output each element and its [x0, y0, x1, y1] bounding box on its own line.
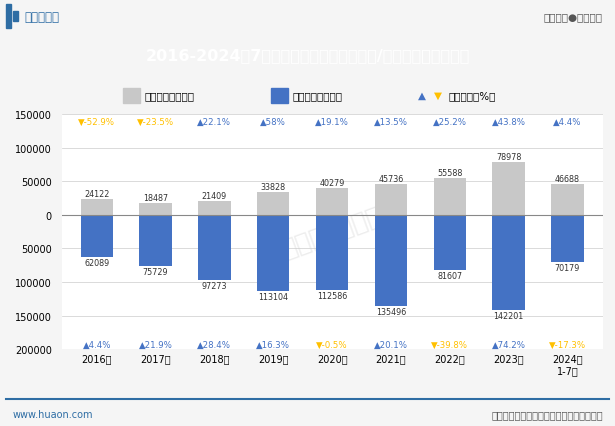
Text: 资料来源：中国海关，华经产业研究院整理: 资料来源：中国海关，华经产业研究院整理: [491, 409, 603, 419]
Text: ▲13.5%: ▲13.5%: [374, 118, 408, 127]
Bar: [375, 185, 407, 216]
Bar: [198, 216, 231, 281]
Bar: [140, 203, 172, 216]
Text: 55588: 55588: [437, 168, 462, 177]
Text: 70179: 70179: [555, 263, 580, 272]
Text: ▼-23.5%: ▼-23.5%: [137, 118, 174, 127]
Text: ▲20.1%: ▲20.1%: [374, 340, 408, 349]
Text: ▲16.3%: ▲16.3%: [256, 340, 290, 349]
Text: 21409: 21409: [202, 191, 227, 200]
Text: 113104: 113104: [258, 292, 288, 301]
Text: 出口额（万美元）: 出口额（万美元）: [145, 91, 194, 101]
Text: 97273: 97273: [202, 282, 227, 291]
Text: ▼: ▼: [434, 91, 442, 101]
Text: 46688: 46688: [555, 174, 580, 183]
Bar: [316, 188, 348, 216]
Text: 135496: 135496: [376, 307, 406, 316]
Bar: [140, 216, 172, 266]
Text: ▲43.8%: ▲43.8%: [491, 118, 526, 127]
Text: ▲4.4%: ▲4.4%: [553, 118, 582, 127]
Bar: [123, 88, 140, 103]
Bar: [6, 5, 11, 29]
Text: 78978: 78978: [496, 153, 522, 161]
Text: 112586: 112586: [317, 292, 347, 301]
Text: ▲4.4%: ▲4.4%: [82, 340, 111, 349]
Bar: [316, 216, 348, 291]
Text: ▲25.2%: ▲25.2%: [433, 118, 467, 127]
Bar: [81, 199, 113, 216]
Text: 62089: 62089: [84, 258, 109, 267]
Text: ▲58%: ▲58%: [260, 118, 286, 127]
Bar: [434, 178, 466, 216]
Text: 18487: 18487: [143, 193, 168, 202]
Text: 24122: 24122: [84, 189, 109, 198]
Text: 45736: 45736: [378, 175, 403, 184]
Text: 华经产业研究院: 华经产业研究院: [279, 203, 386, 261]
Text: ▲19.1%: ▲19.1%: [315, 118, 349, 127]
Text: 2016-2024年7月二连浩特市（境内目的地/货源地）进、出口额: 2016-2024年7月二连浩特市（境内目的地/货源地）进、出口额: [145, 48, 470, 63]
Bar: [198, 201, 231, 216]
Bar: [13, 12, 18, 22]
Bar: [551, 184, 584, 216]
Text: ▲: ▲: [418, 91, 426, 101]
Bar: [434, 216, 466, 270]
Bar: [493, 163, 525, 216]
Text: 专业严谨●客观科学: 专业严谨●客观科学: [544, 12, 603, 22]
Text: ▲22.1%: ▲22.1%: [197, 118, 231, 127]
Text: 40279: 40279: [319, 178, 345, 187]
Text: 142201: 142201: [493, 312, 524, 321]
Text: ▼-0.5%: ▼-0.5%: [316, 340, 348, 349]
Text: 华经情报网: 华经情报网: [25, 11, 60, 23]
Text: 进口额（万美元）: 进口额（万美元）: [292, 91, 342, 101]
Bar: [375, 216, 407, 306]
Text: ▼-52.9%: ▼-52.9%: [78, 118, 115, 127]
Text: ▼-39.8%: ▼-39.8%: [431, 340, 468, 349]
Text: 81607: 81607: [437, 271, 462, 280]
Bar: [257, 193, 290, 216]
Text: ▼-17.3%: ▼-17.3%: [549, 340, 586, 349]
Bar: [81, 216, 113, 257]
Text: 同比增长（%）: 同比增长（%）: [449, 91, 496, 101]
Text: ▲74.2%: ▲74.2%: [491, 340, 526, 349]
Bar: [493, 216, 525, 311]
Text: 75729: 75729: [143, 267, 169, 276]
Bar: [551, 216, 584, 262]
Text: ▲28.4%: ▲28.4%: [197, 340, 231, 349]
Bar: [271, 88, 288, 103]
Text: 33828: 33828: [261, 183, 286, 192]
Bar: [257, 216, 290, 291]
Text: ▲21.9%: ▲21.9%: [139, 340, 173, 349]
Text: www.huaon.com: www.huaon.com: [12, 409, 93, 419]
